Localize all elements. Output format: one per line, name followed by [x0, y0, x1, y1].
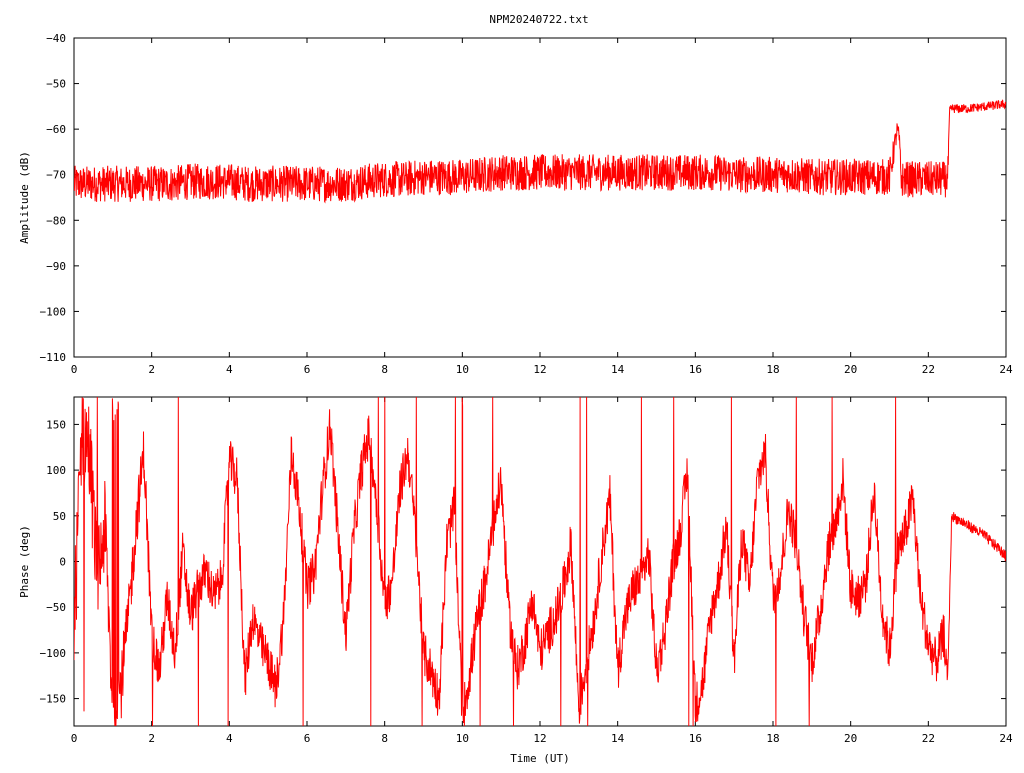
x-axis-label: Time (UT) [510, 752, 570, 765]
y-tick-label: −60 [46, 123, 66, 136]
y-tick-label: −50 [46, 78, 66, 91]
phase-panel: 0 2 4 6 8 10 12 14 16 18 20 22 24150100500−50−100−15… [18, 396, 1013, 765]
x-tick-label: 24 [999, 732, 1013, 745]
x-tick-label: 16 [689, 363, 702, 376]
y-tick-label: −150 [40, 693, 67, 706]
x-tick-label: 2 [148, 363, 155, 376]
phase-series-line [74, 397, 1006, 726]
x-tick-label: 18 [766, 732, 779, 745]
amplitude-panel: 0 2 4 6 8 10 12 14 16 18 20 22 24−40−50−60−70−80−90−… [18, 32, 1013, 376]
x-tick-label: 12 [533, 363, 546, 376]
x-tick-label: 0 [71, 732, 78, 745]
chart-title: NPM20240722.txt [489, 13, 588, 26]
x-tick-label: 4 [226, 732, 233, 745]
x-tick-label: 6 [304, 732, 311, 745]
x-tick-label: 4 [226, 363, 233, 376]
y-tick-label: −100 [40, 305, 67, 318]
x-tick-label: 18 [766, 363, 779, 376]
y-tick-label: −40 [46, 32, 66, 45]
amplitude-series-line [74, 99, 1006, 204]
y-tick-label: −80 [46, 214, 66, 227]
y-axis-label: Phase (deg) [18, 525, 31, 598]
x-tick-label: 10 [456, 732, 469, 745]
x-tick-label: 16 [689, 732, 702, 745]
x-tick-label: 0 [71, 363, 78, 376]
x-tick-label: 14 [611, 363, 625, 376]
y-tick-label: −90 [46, 260, 66, 273]
x-tick-label: 6 [304, 363, 311, 376]
y-tick-label: 0 [59, 556, 66, 569]
y-axis-label: Amplitude (dB) [18, 151, 31, 244]
y-tick-label: −100 [40, 647, 67, 660]
plot-frame [73, 37, 1007, 358]
y-tick-label: 150 [46, 418, 66, 431]
y-tick-label: 100 [46, 464, 66, 477]
y-tick-label: 50 [53, 510, 66, 523]
x-tick-label: 22 [922, 363, 935, 376]
x-tick-label: 12 [533, 732, 546, 745]
x-tick-label: 10 [456, 363, 469, 376]
x-tick-label: 20 [844, 363, 857, 376]
x-tick-label: 8 [381, 732, 388, 745]
x-tick-label: 24 [999, 363, 1013, 376]
y-tick-label: −50 [46, 601, 66, 614]
x-tick-label: 20 [844, 732, 857, 745]
y-tick-label: −110 [40, 351, 67, 364]
x-tick-label: 14 [611, 732, 625, 745]
x-tick-label: 8 [381, 363, 388, 376]
x-tick-label: 2 [148, 732, 155, 745]
y-tick-label: −70 [46, 169, 66, 182]
x-tick-label: 22 [922, 732, 935, 745]
